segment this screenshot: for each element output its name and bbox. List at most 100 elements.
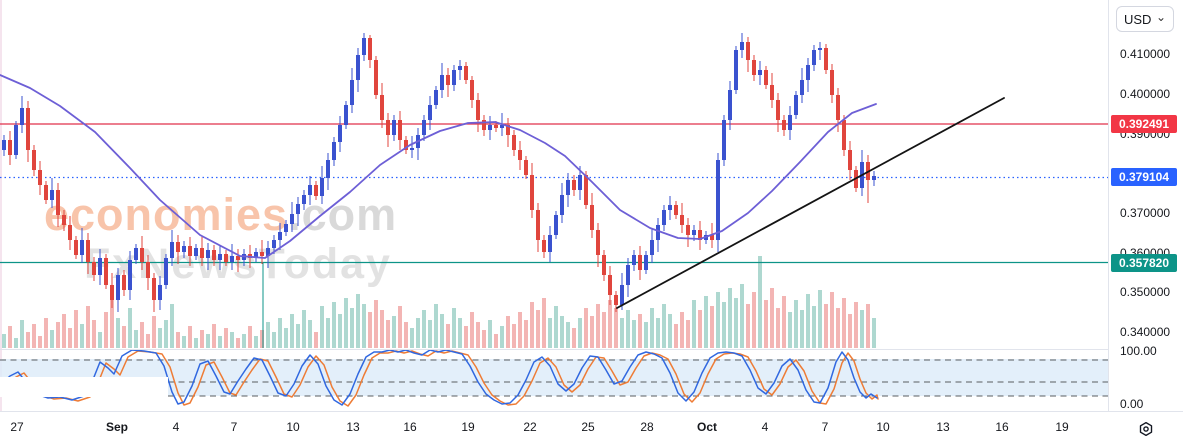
volume-bar xyxy=(752,292,756,348)
candle-body xyxy=(554,215,558,235)
candle-body xyxy=(548,235,552,252)
watermark-brand-line: economies.com xyxy=(44,192,397,237)
volume-bar xyxy=(410,328,414,348)
candle-body xyxy=(32,150,36,170)
chart-canvas[interactable] xyxy=(0,0,1108,416)
candle-body xyxy=(218,254,222,260)
candle-body xyxy=(638,255,642,270)
volume-bar xyxy=(158,328,162,348)
candle-body xyxy=(788,115,792,130)
oscillator-white-patch xyxy=(0,377,168,397)
volume-bar xyxy=(392,316,396,348)
volume-bar xyxy=(602,312,606,348)
candle-body xyxy=(686,225,690,235)
candle-body xyxy=(392,120,396,135)
candle-body xyxy=(236,256,240,260)
volume-bar xyxy=(278,318,282,348)
volume-bar xyxy=(32,324,36,348)
candle-body xyxy=(176,242,180,252)
volume-bar xyxy=(710,306,714,348)
volume-bar xyxy=(350,308,354,348)
watermark-brand: economies xyxy=(44,189,289,240)
volume-bar xyxy=(572,328,576,348)
volume-bar xyxy=(80,324,84,348)
candle-body xyxy=(260,252,264,256)
volume-bar xyxy=(500,326,504,348)
volume-bar xyxy=(272,332,276,348)
volume-bar xyxy=(782,296,786,348)
time-axis[interactable]: 27 Sep 4 7 10 13 16 19 22 25 28 Oct 4 7 10 13 16 19 xyxy=(0,411,1183,445)
candle-body xyxy=(278,232,282,240)
volume-bar xyxy=(770,288,774,348)
candle-body xyxy=(320,178,324,196)
session-break-strip xyxy=(0,0,2,411)
price-axis[interactable]: 0.410000 0.400000 0.390000 0.370000 0.360000… xyxy=(1108,0,1183,411)
volume-bar xyxy=(560,316,564,348)
volume-bar xyxy=(536,310,540,348)
volume-bar xyxy=(734,298,738,348)
volume-bar xyxy=(170,304,174,348)
price-axis-tick: 0.350000 xyxy=(1120,285,1171,299)
volume-bar xyxy=(224,328,228,348)
volume-bar xyxy=(116,318,120,348)
volume-bar xyxy=(290,314,294,348)
candle-body xyxy=(290,214,294,224)
volume-bar xyxy=(62,314,66,348)
candle-body xyxy=(104,258,108,285)
volume-bar xyxy=(374,300,378,348)
volume-bar xyxy=(452,308,456,348)
volume-bar xyxy=(230,332,234,348)
volume-bar xyxy=(488,320,492,348)
candle-body xyxy=(656,225,660,240)
candle-body xyxy=(68,225,72,240)
volume-bar xyxy=(194,338,198,348)
volume-bar xyxy=(398,306,402,348)
candle-body xyxy=(182,246,186,252)
volume-bar xyxy=(728,288,732,348)
candle-body xyxy=(98,258,102,275)
price-axis-tick: 100.00 xyxy=(1120,344,1157,358)
candle-body xyxy=(446,75,450,85)
candle-body xyxy=(80,240,84,255)
candle-body xyxy=(338,125,342,142)
volume-bar xyxy=(740,284,744,348)
time-axis-label: 13 xyxy=(936,420,950,434)
volume-bar xyxy=(746,304,750,348)
volume-bar xyxy=(482,330,486,348)
chevron-down-icon: ⌄ xyxy=(1155,10,1166,24)
volume-bar xyxy=(644,322,648,348)
volume-bar xyxy=(596,304,600,348)
volume-bar xyxy=(176,332,180,348)
support-price-badge: 0.357820 xyxy=(1111,254,1177,272)
volume-bar xyxy=(326,318,330,348)
candle-body xyxy=(164,258,168,285)
candle-body xyxy=(800,80,804,95)
candle-body xyxy=(764,70,768,85)
volume-bar xyxy=(680,312,684,348)
time-axis-label: 13 xyxy=(346,420,360,434)
volume-bar xyxy=(254,336,258,348)
price-axis-tick: 0.400000 xyxy=(1120,87,1171,101)
candle-body xyxy=(680,215,684,225)
volume-bar xyxy=(320,306,324,348)
currency-dropdown[interactable]: USD ⌄ xyxy=(1116,6,1174,32)
price-axis-tick: 0.340000 xyxy=(1120,325,1171,339)
volume-bar xyxy=(146,334,150,348)
candle-body xyxy=(848,150,852,170)
stochastic-signal-line xyxy=(5,350,879,407)
time-axis-label: Oct xyxy=(696,420,718,434)
candle-body xyxy=(692,230,696,235)
volume-bar xyxy=(698,310,702,348)
candle-body xyxy=(308,185,312,195)
candle-body xyxy=(350,80,354,105)
volume-bar xyxy=(848,314,852,348)
volume-bar xyxy=(578,318,582,348)
candle-body xyxy=(566,180,570,195)
volume-bar xyxy=(800,310,804,348)
candle-body xyxy=(674,205,678,215)
candle-body xyxy=(590,205,594,230)
indicator-settings-icon[interactable] xyxy=(1137,420,1155,438)
volume-bar xyxy=(110,300,114,348)
volume-bar xyxy=(20,320,24,348)
